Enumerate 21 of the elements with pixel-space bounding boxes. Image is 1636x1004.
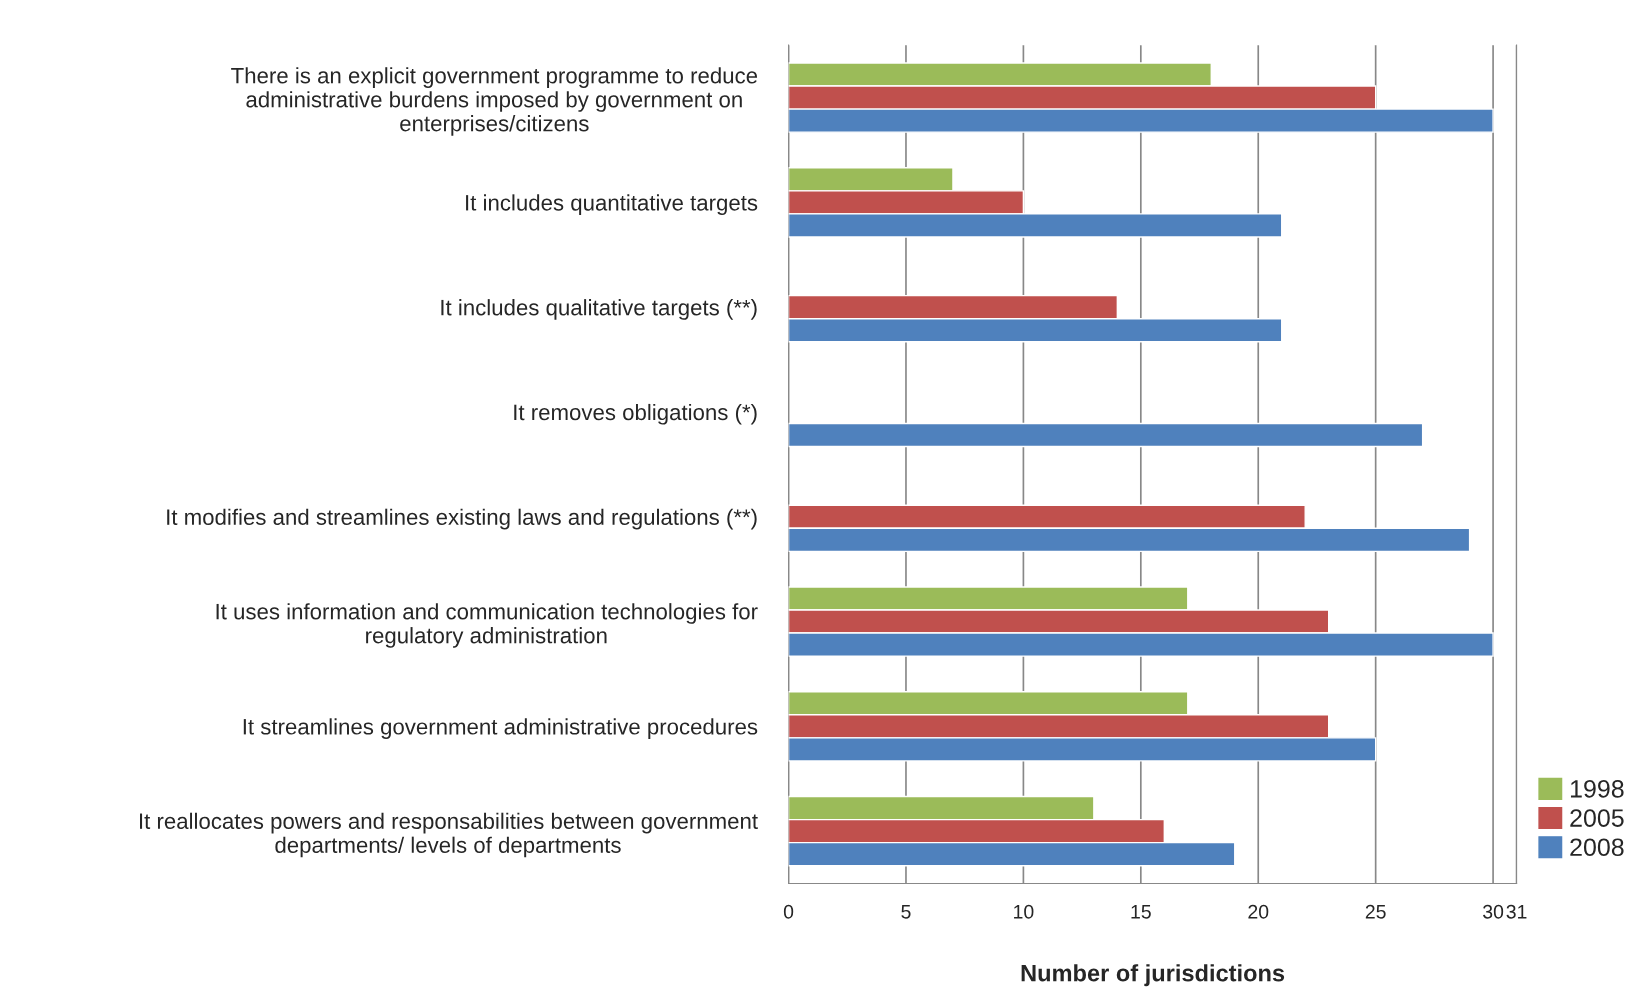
y-tick-label: It removes obligations (*) (514, 403, 757, 425)
y-tick-label: It streamlines government administrative procedures (243, 718, 758, 739)
y-tick-label: It includes qualitative targets (**) (441, 299, 757, 320)
x-tick-label: 10 (1014, 904, 1034, 919)
bar (788, 422, 1424, 448)
x-tick-label: 25 (1365, 904, 1386, 919)
y-tick-label: It reallocates powers and responsabilities between government departments/ levels of departments (139, 812, 758, 858)
y-tick-label: It uses information and communication technologies for regulatory administration (216, 603, 758, 648)
x-axis-title: Number of jurisdictions (1021, 964, 1285, 987)
y-tick-label: It includes quantitative targets (466, 194, 758, 216)
legend-label: 1998 (1570, 780, 1624, 798)
x-tick-label: 15 (1131, 905, 1151, 919)
legend-label: 2008 (1570, 838, 1624, 857)
y-tick-label: There is an explicit government programme to reduce administrative burdens imposed by government on enterprises/citizens (231, 67, 758, 136)
x-tick-label: 31 (1506, 904, 1527, 919)
x-tick-label: 20 (1248, 904, 1269, 919)
x-tick-label: 0 (783, 904, 794, 919)
y-tick-label: It modifies and streamlines existing laws and regulations (**) (167, 508, 757, 530)
x-tick-label: 30 (1483, 904, 1504, 919)
x-tick-label: 5 (901, 905, 911, 919)
legend-label: 2005 (1570, 809, 1624, 827)
